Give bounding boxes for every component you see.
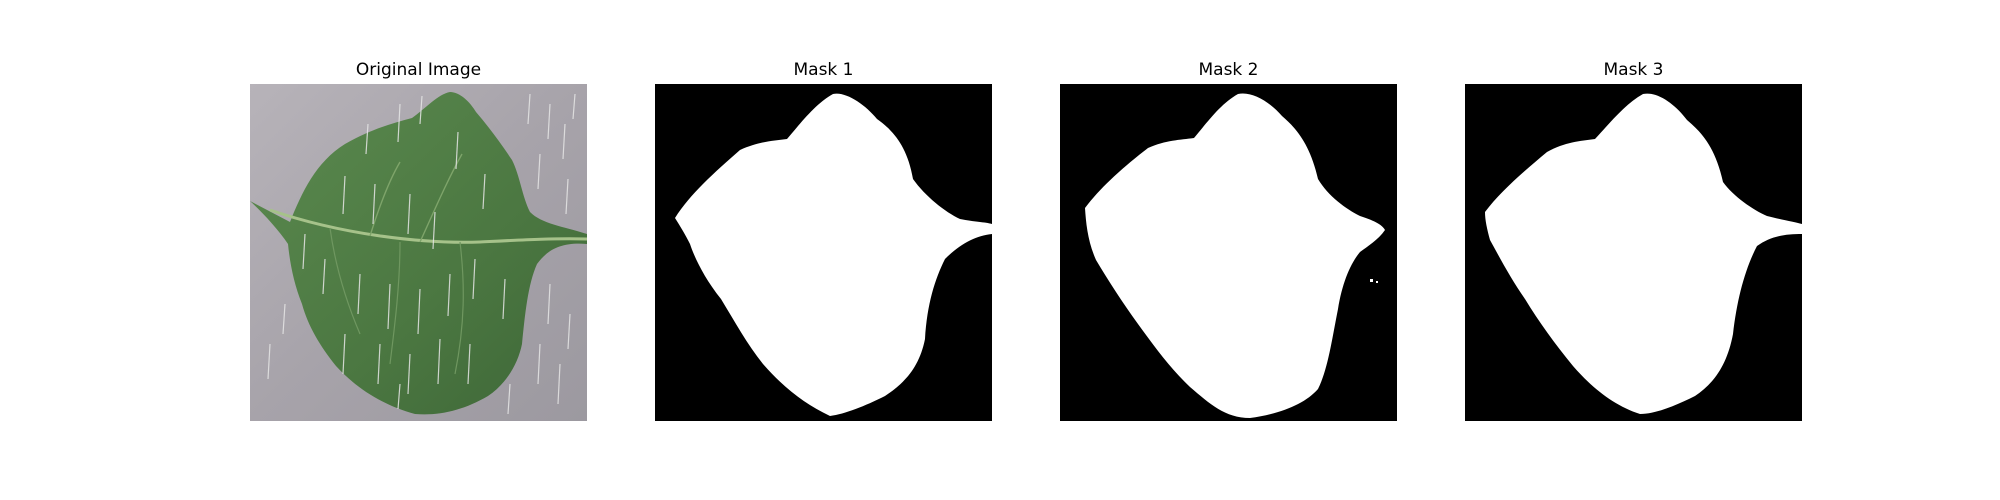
panel-title-mask-2: Mask 2 xyxy=(1198,60,1259,80)
mask-3-leaf-region xyxy=(1485,93,1802,415)
leaf-shape xyxy=(250,92,587,415)
leaf-midrib xyxy=(269,208,587,244)
leaf-vein xyxy=(369,161,401,237)
panel-title-mask-1: Mask 1 xyxy=(793,60,854,80)
rain-streaks xyxy=(267,93,576,415)
mask-1-leaf-region xyxy=(675,93,992,417)
panel-title-mask-3: Mask 3 xyxy=(1603,60,1664,80)
leaf-vein xyxy=(454,241,464,375)
mask-1-image xyxy=(655,84,992,421)
leaf-vein xyxy=(419,153,463,243)
mask-2-leaf-region xyxy=(1085,93,1385,419)
mask-2-panel xyxy=(1060,84,1397,421)
original-leaf-image xyxy=(250,84,587,421)
original-image-panel xyxy=(250,84,587,421)
mask-1-panel xyxy=(655,84,992,421)
mask-3-image xyxy=(1465,84,1802,421)
leaf-vein xyxy=(389,241,401,365)
panel-title-original: Original Image xyxy=(355,60,482,80)
mask-3-panel xyxy=(1465,84,1802,421)
mask-2-noise-speck xyxy=(1370,279,1373,282)
leaf-vein xyxy=(329,227,361,335)
mask-2-noise-speck xyxy=(1376,281,1378,283)
mask-2-image xyxy=(1060,84,1397,421)
